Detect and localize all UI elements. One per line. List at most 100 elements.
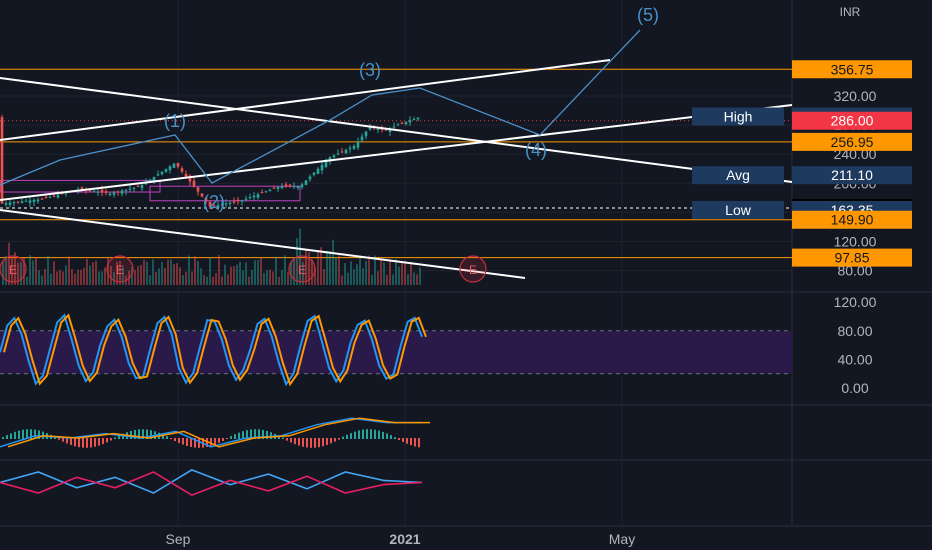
candle-body bbox=[332, 155, 336, 158]
macd-histogram-bar bbox=[62, 438, 64, 442]
candle-body bbox=[24, 200, 28, 202]
earnings-marker bbox=[106, 255, 134, 283]
macd-histogram-bar bbox=[270, 432, 272, 439]
volume-bar bbox=[269, 269, 271, 285]
candle-body bbox=[292, 186, 296, 188]
volume-bar bbox=[116, 261, 118, 285]
volume-bar bbox=[164, 267, 166, 285]
macd-histogram-bar bbox=[406, 438, 408, 444]
time-tick-label: May bbox=[609, 531, 635, 547]
stochastic-panel bbox=[0, 313, 792, 387]
horizontal-levels bbox=[0, 68, 792, 259]
macd-histogram-bar bbox=[78, 438, 80, 448]
volume-bar bbox=[278, 276, 280, 285]
candle-body bbox=[408, 120, 412, 123]
macd-histogram-bar bbox=[38, 430, 40, 439]
macd-histogram-bar bbox=[246, 430, 248, 439]
volume-bar bbox=[266, 270, 268, 285]
macd-histogram-bar bbox=[146, 429, 148, 439]
candle-body bbox=[36, 199, 40, 202]
macd-histogram-bar bbox=[182, 438, 184, 445]
volume-bar bbox=[260, 257, 262, 285]
candle-body bbox=[356, 141, 360, 148]
candle-body bbox=[4, 203, 8, 205]
volume-bar bbox=[200, 268, 202, 285]
candle-body bbox=[124, 189, 128, 191]
trendline bbox=[0, 77, 793, 183]
macd-histogram-bar bbox=[6, 435, 8, 439]
time-axis[interactable]: Sep 2021 May bbox=[0, 525, 932, 550]
macd-histogram-bar bbox=[338, 438, 340, 440]
macd-histogram-bar bbox=[326, 438, 328, 445]
volume-bar bbox=[404, 260, 406, 285]
volume-bar bbox=[161, 261, 163, 285]
candle-body bbox=[316, 168, 320, 174]
macd-histogram-bar bbox=[190, 438, 192, 447]
price-value-text: 286.00 bbox=[831, 113, 874, 129]
candle-body bbox=[300, 184, 304, 188]
volume-bar bbox=[263, 273, 265, 285]
macd-histogram-bar bbox=[54, 436, 56, 439]
price-value-text: 149.90 bbox=[831, 212, 874, 228]
macd-histogram-bar bbox=[102, 438, 104, 445]
macd-histogram-bar bbox=[310, 438, 312, 448]
candle-body bbox=[320, 164, 324, 171]
volume-bar bbox=[413, 272, 415, 285]
macd-histogram-bar bbox=[294, 438, 296, 445]
volume-bar bbox=[167, 259, 169, 285]
wave-label: (4) bbox=[525, 140, 547, 160]
volume-bar bbox=[137, 266, 139, 285]
candle-body bbox=[276, 186, 280, 189]
volume-bar bbox=[35, 256, 37, 285]
range-box bbox=[149, 185, 301, 202]
volume-bar bbox=[41, 275, 43, 285]
volume-bar bbox=[350, 261, 352, 285]
volume-bar bbox=[185, 271, 187, 285]
price-tag-text: High bbox=[724, 109, 753, 125]
volume-bar bbox=[113, 272, 115, 285]
macd-histogram-bar bbox=[370, 429, 372, 439]
volume-bar bbox=[320, 247, 322, 285]
volume-bar bbox=[386, 274, 388, 285]
price-value-box bbox=[792, 248, 912, 267]
candle-body bbox=[304, 180, 308, 186]
candle-body bbox=[80, 187, 84, 190]
volume-bar bbox=[338, 255, 340, 285]
macd-histogram-bar bbox=[82, 438, 84, 448]
macd-histogram-bar bbox=[10, 433, 12, 439]
volume-bar bbox=[203, 274, 205, 285]
macd-histogram-bar bbox=[314, 438, 316, 448]
volume-bar bbox=[233, 266, 235, 285]
macd-histogram-bar bbox=[74, 438, 76, 447]
volume-bar bbox=[29, 255, 31, 285]
elliott-wave[interactable]: (1) (2) (3) (4) (5) bbox=[0, 5, 659, 212]
candle-body bbox=[56, 194, 60, 198]
macd-histogram-bar bbox=[354, 431, 356, 439]
candle-body bbox=[368, 126, 372, 130]
price-value-text: 211.10 bbox=[831, 167, 873, 183]
volume-bar bbox=[257, 260, 259, 285]
macd-histogram-bar bbox=[298, 438, 300, 446]
volume-bar bbox=[206, 276, 208, 285]
volume-bar bbox=[188, 255, 190, 285]
oscillator-tick-label: 80.00 bbox=[837, 323, 872, 339]
volume-bar bbox=[32, 260, 34, 285]
volume-bar bbox=[86, 259, 88, 285]
wave-path bbox=[0, 29, 641, 186]
volume-bar bbox=[332, 239, 334, 285]
volume-bar bbox=[74, 273, 76, 285]
volume-bar bbox=[275, 256, 277, 285]
candle-body bbox=[8, 202, 12, 205]
candle-body bbox=[268, 189, 272, 192]
volume-bar bbox=[77, 269, 79, 285]
volume-bar bbox=[191, 271, 193, 285]
price-value-box bbox=[792, 210, 912, 229]
volume-bar bbox=[344, 262, 346, 285]
volume-bar bbox=[224, 264, 226, 285]
trendlines[interactable] bbox=[0, 59, 793, 279]
volume-bar bbox=[251, 269, 253, 285]
candle-body bbox=[336, 153, 340, 155]
volume-bar bbox=[227, 274, 229, 285]
